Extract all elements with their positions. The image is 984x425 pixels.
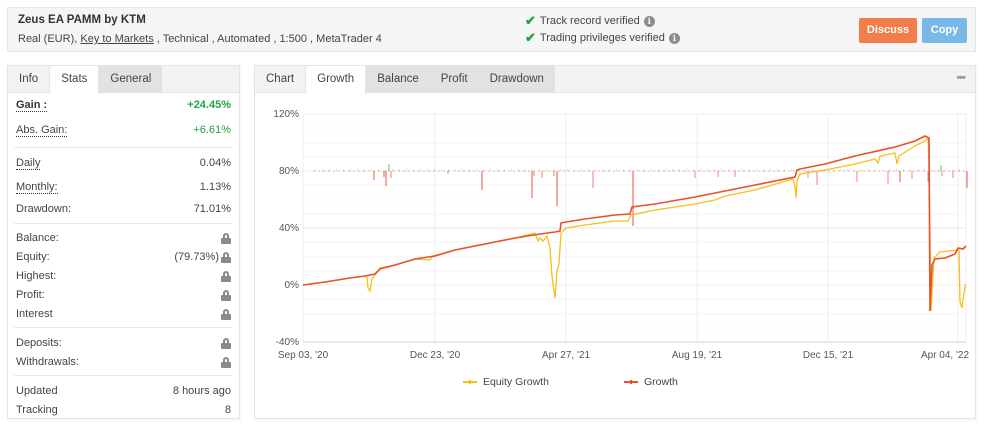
stat-label: Balance: <box>16 232 59 244</box>
discuss-button[interactable]: Discuss <box>859 18 917 43</box>
system-attributes: , Technical , Automated , 1:500 , MetaTr… <box>153 33 382 45</box>
x-tick: Dec 23, '20 <box>410 350 461 361</box>
stat-value: +6.61% <box>193 124 231 136</box>
stat-value: 8 hours ago <box>172 385 231 397</box>
stat-label[interactable]: Monthly: <box>16 181 58 194</box>
x-tick: Dec 15, '21 <box>803 350 854 361</box>
lock-icon <box>221 232 231 244</box>
lock-icon <box>221 289 231 301</box>
legend-equity-growth[interactable]: Equity Growth <box>463 376 549 388</box>
tab-info[interactable]: Info <box>19 73 39 85</box>
tab-balance[interactable]: Balance <box>366 66 430 93</box>
stat-label: Deposits: <box>16 337 62 349</box>
broker-link[interactable]: Key to Markets <box>80 33 154 45</box>
lock-icon <box>221 356 231 368</box>
legend-swatch-icon <box>463 380 477 384</box>
system-meta: Real (EUR), Key to Markets , Technical ,… <box>18 33 382 45</box>
stat-interest: Interest <box>16 307 231 321</box>
stat-label: Drawdown: <box>16 203 72 215</box>
stat-gain: Gain : +24.45% <box>16 98 231 112</box>
tab-drawdown[interactable]: Drawdown <box>478 66 555 93</box>
y-axis-labels: 120% 80% 40% 0% -40% <box>273 109 299 348</box>
stat-value: 0.04% <box>199 157 231 169</box>
stat-deposits: Deposits: <box>16 336 231 350</box>
lock-icon <box>221 308 231 320</box>
stat-label[interactable]: Abs. Gain: <box>16 124 68 137</box>
stat-balance: Balance: <box>16 231 231 245</box>
stat-daily: Daily 0.04% <box>16 156 231 170</box>
stat-label[interactable]: Daily <box>16 157 41 170</box>
stat-label: Profit: <box>16 289 45 301</box>
stat-label: Highest: <box>16 270 57 282</box>
y-tick: -40% <box>276 337 299 348</box>
stat-value: (79.73%) <box>174 251 219 263</box>
stat-highest: Highest: <box>16 269 231 283</box>
stat-label[interactable]: Gain : <box>16 99 48 112</box>
stat-withdrawals: Withdrawals: <box>16 355 231 369</box>
lock-icon <box>221 337 231 349</box>
stat-tracking: Tracking 8 <box>16 403 231 417</box>
daily-bars <box>313 164 968 226</box>
stat-monthly: Monthly: 1.13% <box>16 180 231 194</box>
stat-label: Updated <box>16 385 58 397</box>
tab-stats[interactable]: Stats <box>49 66 100 94</box>
copy-button[interactable]: Copy <box>922 18 967 43</box>
stat-abs-gain: Abs. Gain: +6.61% <box>16 123 231 137</box>
x-axis-labels: Sep 03, '20 Dec 23, '20 Apr 27, '21 Aug … <box>278 350 970 361</box>
lock-icon <box>221 251 231 263</box>
y-tick: 0% <box>285 280 300 291</box>
tab-profit[interactable]: Profit <box>429 66 479 93</box>
check-icon: ✔ <box>525 13 536 28</box>
legend-swatch-icon <box>624 380 638 384</box>
divider <box>14 147 233 148</box>
x-tick: Apr 27, '21 <box>542 350 590 361</box>
stat-value: 8 <box>224 404 231 416</box>
stat-label: Tracking <box>16 404 58 416</box>
stat-label: Interest <box>16 308 53 320</box>
tab-chart[interactable]: Chart <box>266 73 295 85</box>
account-type: Real (EUR), <box>18 33 78 45</box>
tab-growth[interactable]: Growth <box>305 66 367 94</box>
divider <box>14 223 233 224</box>
tab-general[interactable]: General <box>99 66 163 93</box>
verification-label: Trading privileges verified <box>539 32 665 44</box>
verification-label: Track record verified <box>539 15 640 27</box>
info-icon[interactable]: i <box>668 32 680 44</box>
lock-icon <box>221 270 231 282</box>
info-icon[interactable]: i <box>643 15 655 27</box>
x-tick: Aug 19, '21 <box>672 350 723 361</box>
trading-privileges-verified: ✔ Trading privileges verified i <box>525 30 680 46</box>
stats-tabbar: Info Stats General <box>8 66 239 94</box>
stat-value: 71.01% <box>193 203 231 215</box>
divider <box>14 327 233 328</box>
stat-label: Equity: <box>16 251 50 263</box>
stat-label: Withdrawals: <box>16 356 79 368</box>
stat-profit: Profit: <box>16 288 231 302</box>
legend-growth[interactable]: Growth <box>624 376 678 388</box>
divider <box>14 375 233 376</box>
system-name: Zeus EA PAMM by KTM <box>18 14 146 26</box>
stat-equity: Equity: (79.73%) <box>16 250 231 264</box>
system-header: Zeus EA PAMM by KTM Real (EUR), Key to M… <box>7 7 976 52</box>
stat-drawdown: Drawdown: 71.01% <box>16 202 231 216</box>
chart-tabbar: Chart Growth Balance Profit Drawdown ••• <box>255 66 975 94</box>
chart-panel: Chart Growth Balance Profit Drawdown ••• <box>254 65 976 419</box>
stat-value: 1.13% <box>199 181 231 193</box>
legend-label: Equity Growth <box>483 376 549 388</box>
stats-panel: Info Stats General Gain : +24.45% Abs. G… <box>7 65 240 419</box>
check-icon: ✔ <box>525 30 536 45</box>
growth-line <box>302 135 967 312</box>
y-tick: 80% <box>279 166 299 177</box>
growth-chart[interactable]: 120% 80% 40% 0% -40% Sep 03, '20 Dec 23,… <box>255 66 977 420</box>
legend-label: Growth <box>644 376 678 388</box>
grid <box>302 113 967 342</box>
more-options-icon[interactable]: ••• <box>956 72 966 84</box>
stat-updated: Updated 8 hours ago <box>16 384 231 398</box>
x-tick: Sep 03, '20 <box>278 350 329 361</box>
y-tick: 40% <box>279 223 299 234</box>
track-record-verified: ✔ Track record verified i <box>525 13 655 29</box>
stat-value: +24.45% <box>187 99 231 111</box>
y-tick: 120% <box>273 109 299 120</box>
x-tick: Apr 04, '22 <box>921 350 969 361</box>
